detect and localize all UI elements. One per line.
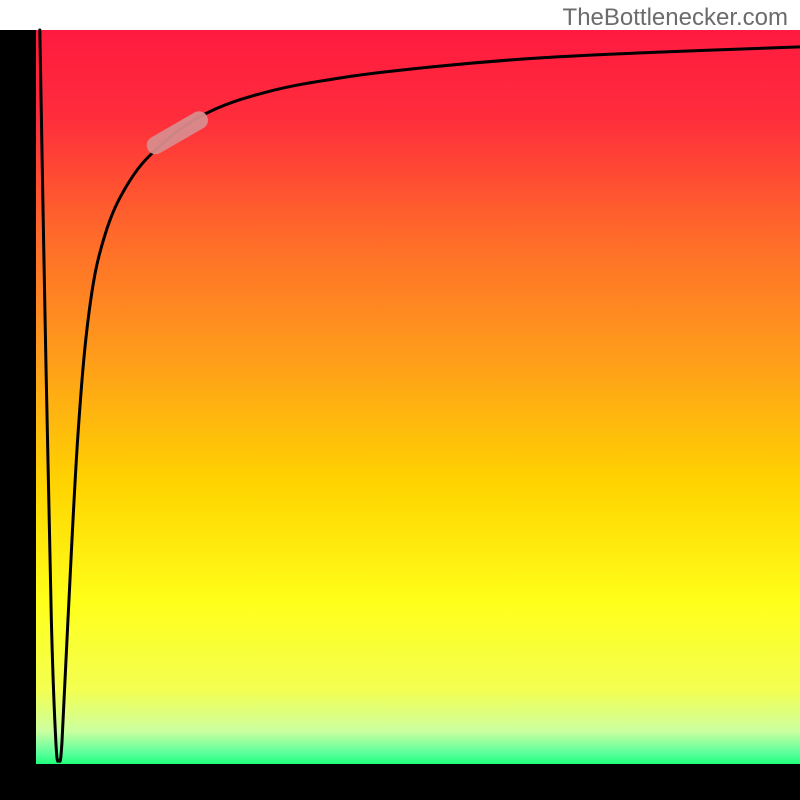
frame-bottom-bar: [0, 764, 800, 800]
bottleneck-chart: [0, 0, 800, 800]
watermark-text: TheBottlenecker.com: [563, 4, 788, 32]
frame-left-bar: [0, 30, 36, 800]
